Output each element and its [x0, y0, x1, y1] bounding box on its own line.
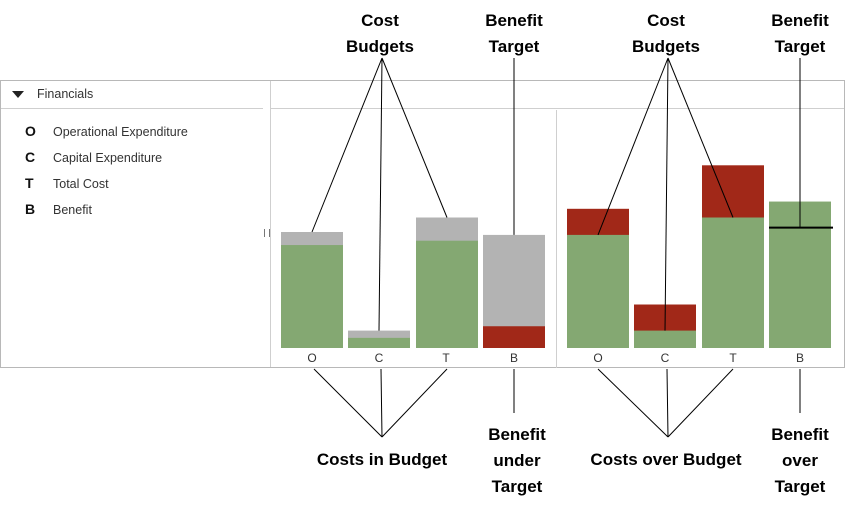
connector-cost-budget-o-left: [311, 57, 383, 233]
tick-label-t-right: T: [729, 351, 737, 365]
connector-over-budget-o: [597, 368, 669, 438]
collapse-triangle-icon[interactable]: [12, 91, 24, 98]
annotation-benefit-under-target: Benefit under Target: [488, 425, 546, 496]
legend-key: C: [25, 149, 36, 165]
connector-cost-budget-t-right: [667, 57, 734, 218]
bar-actual-right-o: [567, 234, 629, 348]
connector-over-budget-c: [666, 368, 669, 438]
annotation-benefit-target-right: Benefit Target: [771, 11, 829, 56]
legend-key: O: [25, 123, 36, 139]
connector-in-budget-o: [313, 368, 383, 438]
connector-in-budget-c: [380, 368, 383, 438]
legend-label: Benefit: [53, 203, 92, 217]
connector-in-budget-t: [381, 368, 448, 438]
tick-label-c-right: C: [660, 351, 670, 365]
legend-label: Capital Expenditure: [53, 151, 163, 165]
tick-label-t-left: T: [442, 351, 450, 365]
bar-actual-right-c: [634, 330, 696, 348]
legend-label: Total Cost: [53, 177, 109, 191]
chart-header-strip: [271, 81, 844, 109]
financials-title: Financials: [37, 87, 94, 101]
resize-grip-icon[interactable]: [264, 229, 270, 237]
tick-label-b-right: B: [795, 351, 804, 365]
annotation-benefit-over-target: Benefit over Target: [771, 425, 829, 496]
annotation-costs-over-budget: Costs over Budget: [590, 450, 742, 469]
annotation-cost-budgets-left: Cost Budgets: [346, 11, 414, 56]
tick-label-o-right: O: [593, 351, 603, 365]
annotation-cost-budgets-right: Cost Budgets: [632, 11, 700, 56]
financials-header[interactable]: Financials: [1, 81, 263, 109]
tick-label-b-left: B: [509, 351, 518, 365]
connector-over-budget-t: [667, 368, 734, 438]
tick-label-o-left: O: [307, 351, 317, 365]
annotation-benefit-target-left: Benefit Target: [485, 11, 543, 56]
connector-cost-budget-t-left: [381, 57, 448, 218]
annotation-costs-in-budget: Costs in Budget: [316, 450, 448, 469]
legend-key: T: [25, 175, 34, 191]
legend-pane: Financials O Operational Expenditure C C…: [1, 81, 271, 367]
bar-actual-left-c: [348, 337, 410, 348]
tick-label-c-left: C: [374, 351, 384, 365]
connector-cost-budget-c-left: [378, 57, 383, 331]
bar-actual-left-t: [416, 240, 478, 348]
bar-actual-right-t: [702, 217, 764, 348]
legend-label: Operational Expenditure: [53, 125, 188, 139]
legend-key: B: [25, 201, 36, 217]
chart-divider: [556, 110, 557, 368]
bar-actual-left-o: [281, 245, 343, 348]
connector-cost-budget-c-right: [664, 57, 669, 331]
connector-cost-budget-o-right: [597, 57, 669, 236]
bar-shortfall-left-b: [483, 326, 545, 348]
